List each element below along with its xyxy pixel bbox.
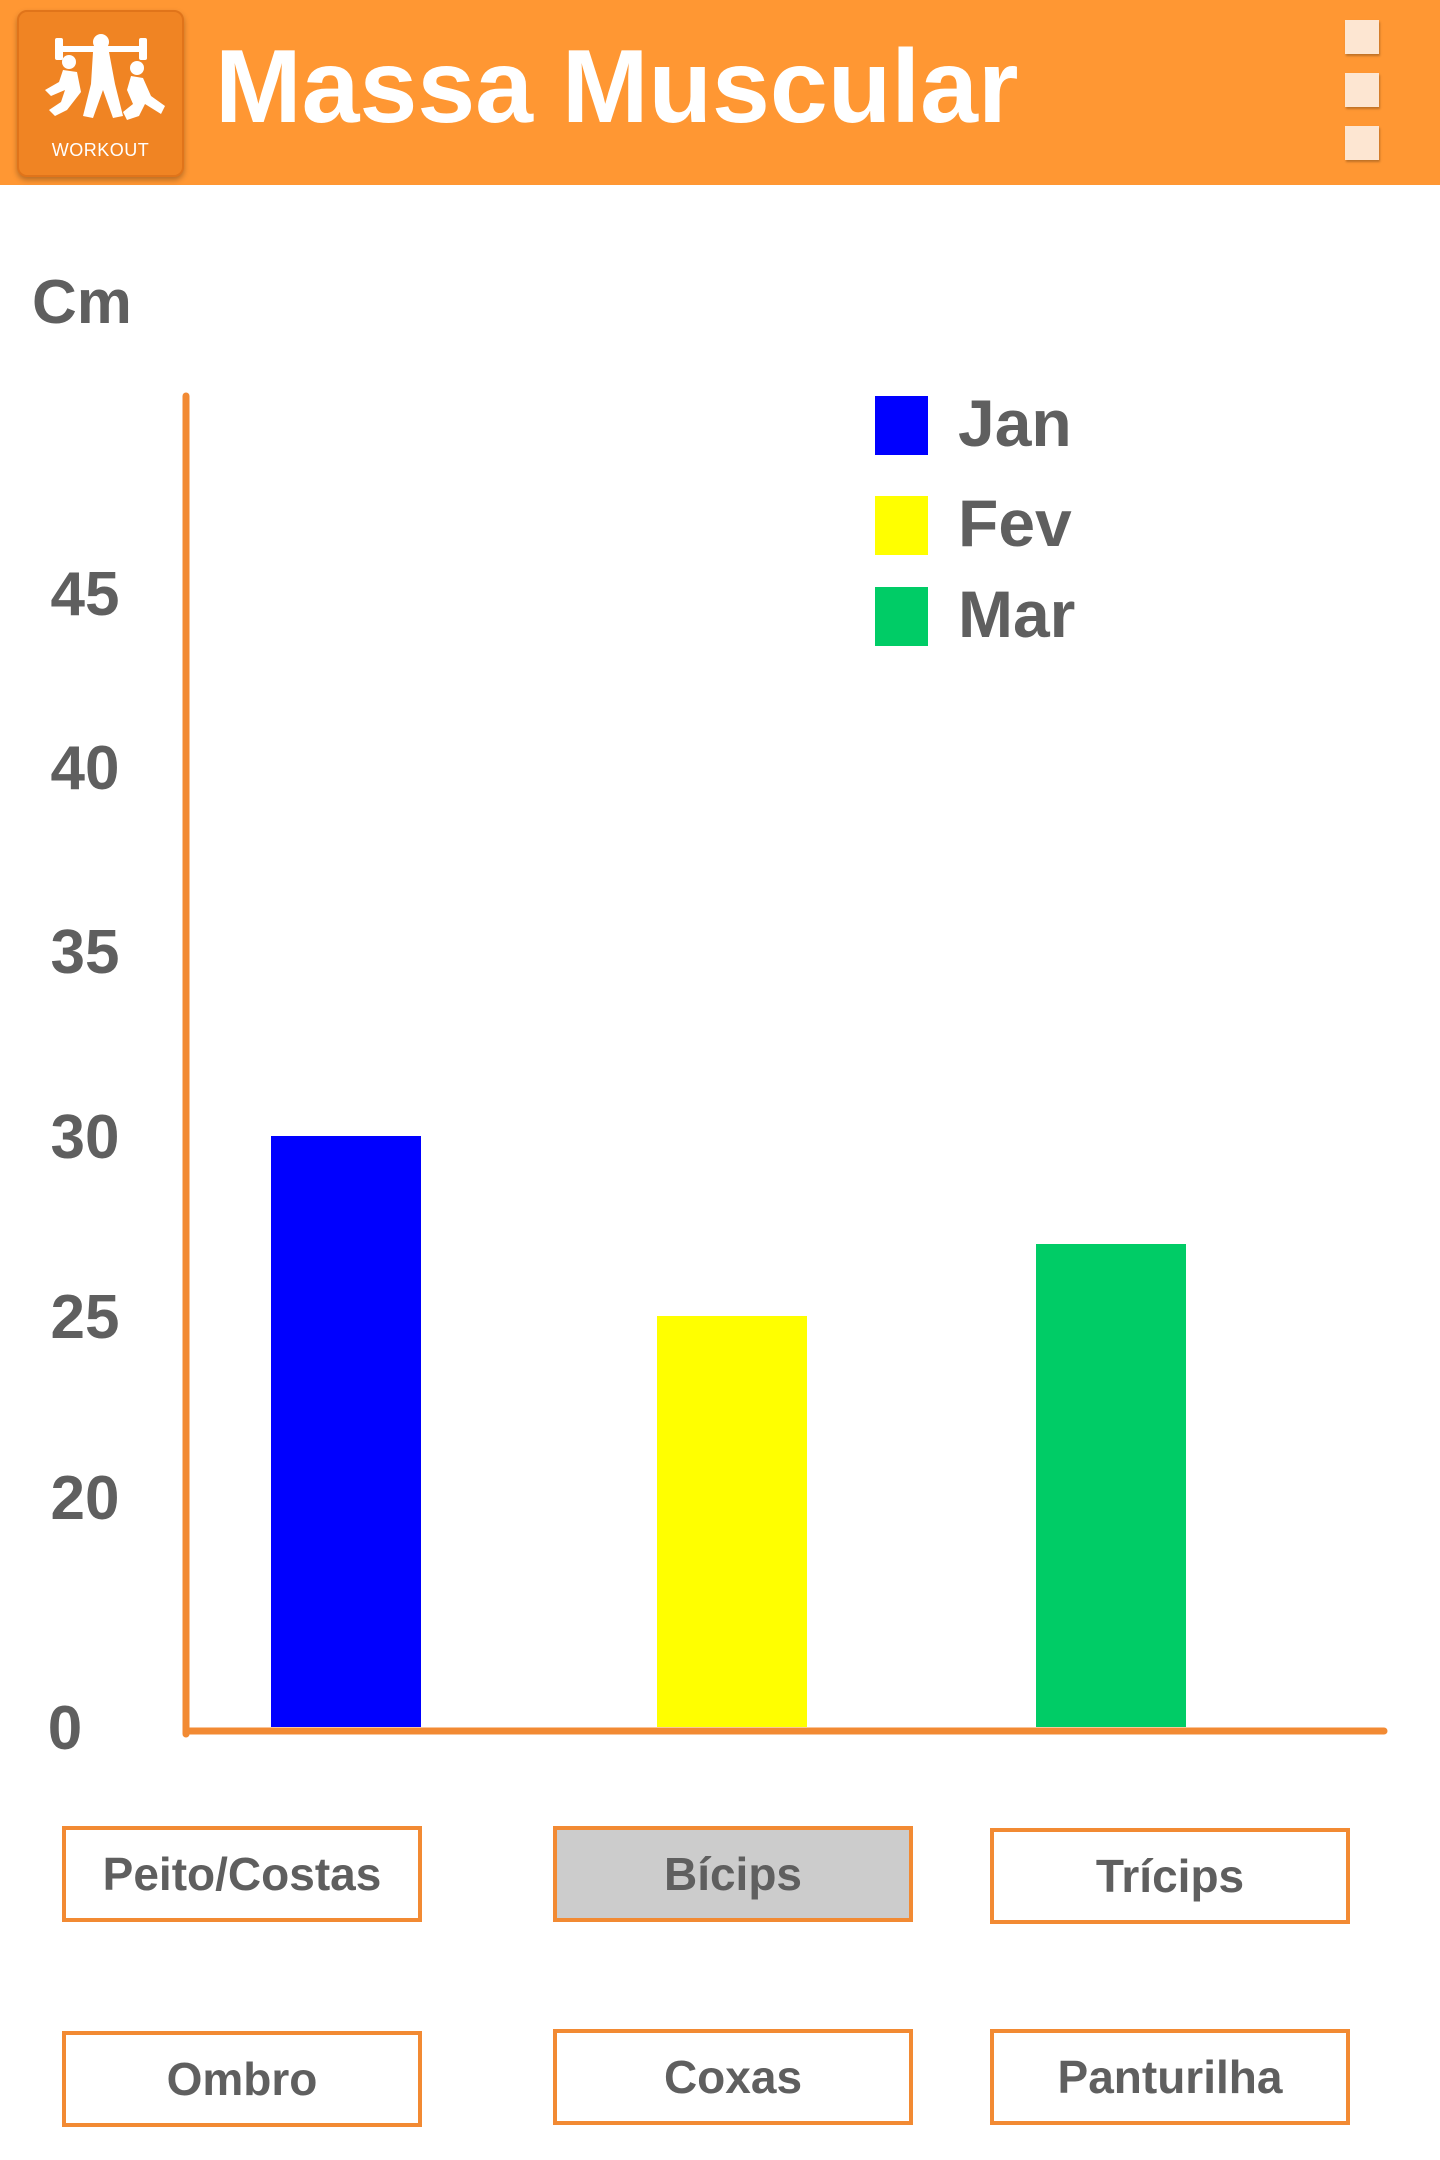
y-tick-label: 25 [51,1283,120,1352]
app-bar: WORKOUT Massa Muscular [0,0,1440,185]
bar-jan [271,1136,421,1727]
category-button-bicips[interactable]: Bícips [553,1826,913,1922]
bar-mar [1036,1244,1186,1727]
workout-logo-icon[interactable]: WORKOUT [17,10,184,177]
legend-swatch-jan [875,396,928,455]
y-tick-label: 45 [51,560,120,629]
y-tick-label: 30 [51,1103,120,1172]
legend-swatch-mar [875,587,928,646]
category-button-panturilha[interactable]: Panturilha [990,2029,1350,2125]
y-tick-label: 0 [48,1694,82,1760]
app-title: Massa Muscular [215,29,1019,145]
y-tick-label: 40 [51,734,120,803]
menu-dot [1345,126,1379,160]
legend-swatch-fev [875,496,928,555]
category-button-ombro[interactable]: Ombro [62,2031,422,2127]
bar-chart: Cm 0 20 25 30 35 40 45 Jan Fev Mar [32,268,1388,1760]
logo-text: WORKOUT [51,140,150,160]
category-button-peito-costas[interactable]: Peito/Costas [62,1826,422,1922]
y-tick-label: 20 [51,1464,120,1533]
category-button-tricips[interactable]: Trícips [990,1828,1350,1924]
y-tick-label: 35 [51,918,120,987]
menu-dot [1345,20,1379,54]
overflow-menu-icon[interactable] [1336,20,1390,164]
legend-label-jan: Jan [958,386,1072,460]
bar-fev [657,1316,807,1727]
category-button-coxas[interactable]: Coxas [553,2029,913,2125]
legend-label-mar: Mar [958,577,1075,651]
menu-dot [1345,73,1379,107]
y-axis-label: Cm [32,268,132,337]
legend-label-fev: Fev [958,486,1072,560]
